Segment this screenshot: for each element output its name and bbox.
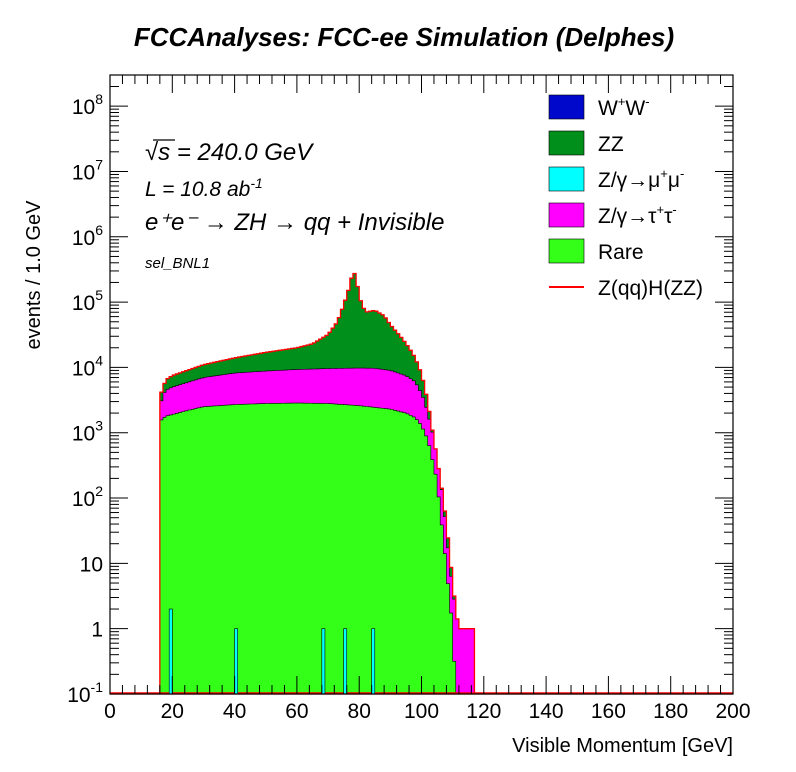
x-tick-label: 140	[529, 700, 564, 723]
legend-label: Z/γ→μ+μ-	[598, 166, 684, 192]
x-tick-label: 180	[653, 700, 688, 723]
x-tick-label: 60	[285, 700, 308, 723]
legend-label: ZZ	[598, 133, 624, 156]
y-tick-label: 1	[91, 619, 103, 642]
legend-label: Z/γ→τ+τ-	[598, 202, 677, 228]
legend-swatch	[548, 94, 585, 120]
process-annotation: e⁺e⁻ → ZH → qq + Invisible	[145, 209, 444, 236]
plot-annotations: √s = 240.0 GeV L = 10.8 ab-1 e⁺e⁻ → ZH →…	[145, 139, 444, 272]
legend-swatch	[548, 166, 585, 192]
y-tick-label: 107	[72, 156, 103, 184]
x-tick-label: 40	[223, 700, 246, 723]
y-axis-label: events / 1.0 GeV	[23, 200, 45, 350]
x-tick-label: 20	[161, 700, 184, 723]
legend-label: W+W-	[598, 94, 650, 120]
y-tick-label: 105	[72, 287, 103, 315]
y-axis-ticks: 10-1 1 10 102 103 104 105 106 107 108	[67, 74, 733, 707]
y-tick-label: 108	[72, 91, 103, 119]
x-axis-ticks: 0 20 40 60 80 100 120 140 160 180 200	[104, 75, 751, 723]
x-axis-label: Visible Momentum [GeV]	[512, 735, 733, 757]
x-tick-label: 160	[591, 700, 626, 723]
x-tick-label: 120	[466, 700, 501, 723]
y-tick-label: 102	[72, 483, 103, 511]
legend-swatch	[548, 130, 585, 156]
y-tick-label: 103	[72, 418, 103, 446]
legend-swatch	[548, 202, 585, 228]
y-tick-label: 10	[80, 553, 103, 576]
y-tick-label: 10-1	[67, 679, 103, 707]
chart-title: FCCAnalyses: FCC-ee Simulation (Delphes)	[134, 22, 674, 52]
legend-label: Rare	[598, 241, 644, 264]
x-tick-label: 200	[715, 700, 750, 723]
y-tick-label: 106	[72, 222, 103, 250]
legend-label: Z(qq)H(ZZ)	[598, 277, 703, 300]
legend: W+W- ZZ Z/γ→μ+μ- Z/γ→τ+τ- Rare Z(qq)H(ZZ)	[548, 94, 703, 300]
histogram-layer-rare	[110, 402, 733, 695]
rare-spike-bar	[371, 628, 376, 695]
rare-spike-bar	[343, 628, 348, 695]
rare-spike-bar	[321, 628, 326, 695]
stacked-histogram-layers	[110, 272, 733, 695]
sqrt-s-annotation: √s = 240.0 GeV	[145, 139, 314, 166]
x-tick-label: 100	[404, 700, 439, 723]
lumi-annotation: L = 10.8 ab-1	[145, 175, 263, 201]
y-tick-label: 104	[72, 352, 103, 380]
selection-annotation: sel_BNL1	[145, 255, 210, 272]
x-tick-label: 80	[348, 700, 371, 723]
legend-swatch	[548, 238, 585, 264]
x-tick-label: 0	[104, 700, 116, 723]
